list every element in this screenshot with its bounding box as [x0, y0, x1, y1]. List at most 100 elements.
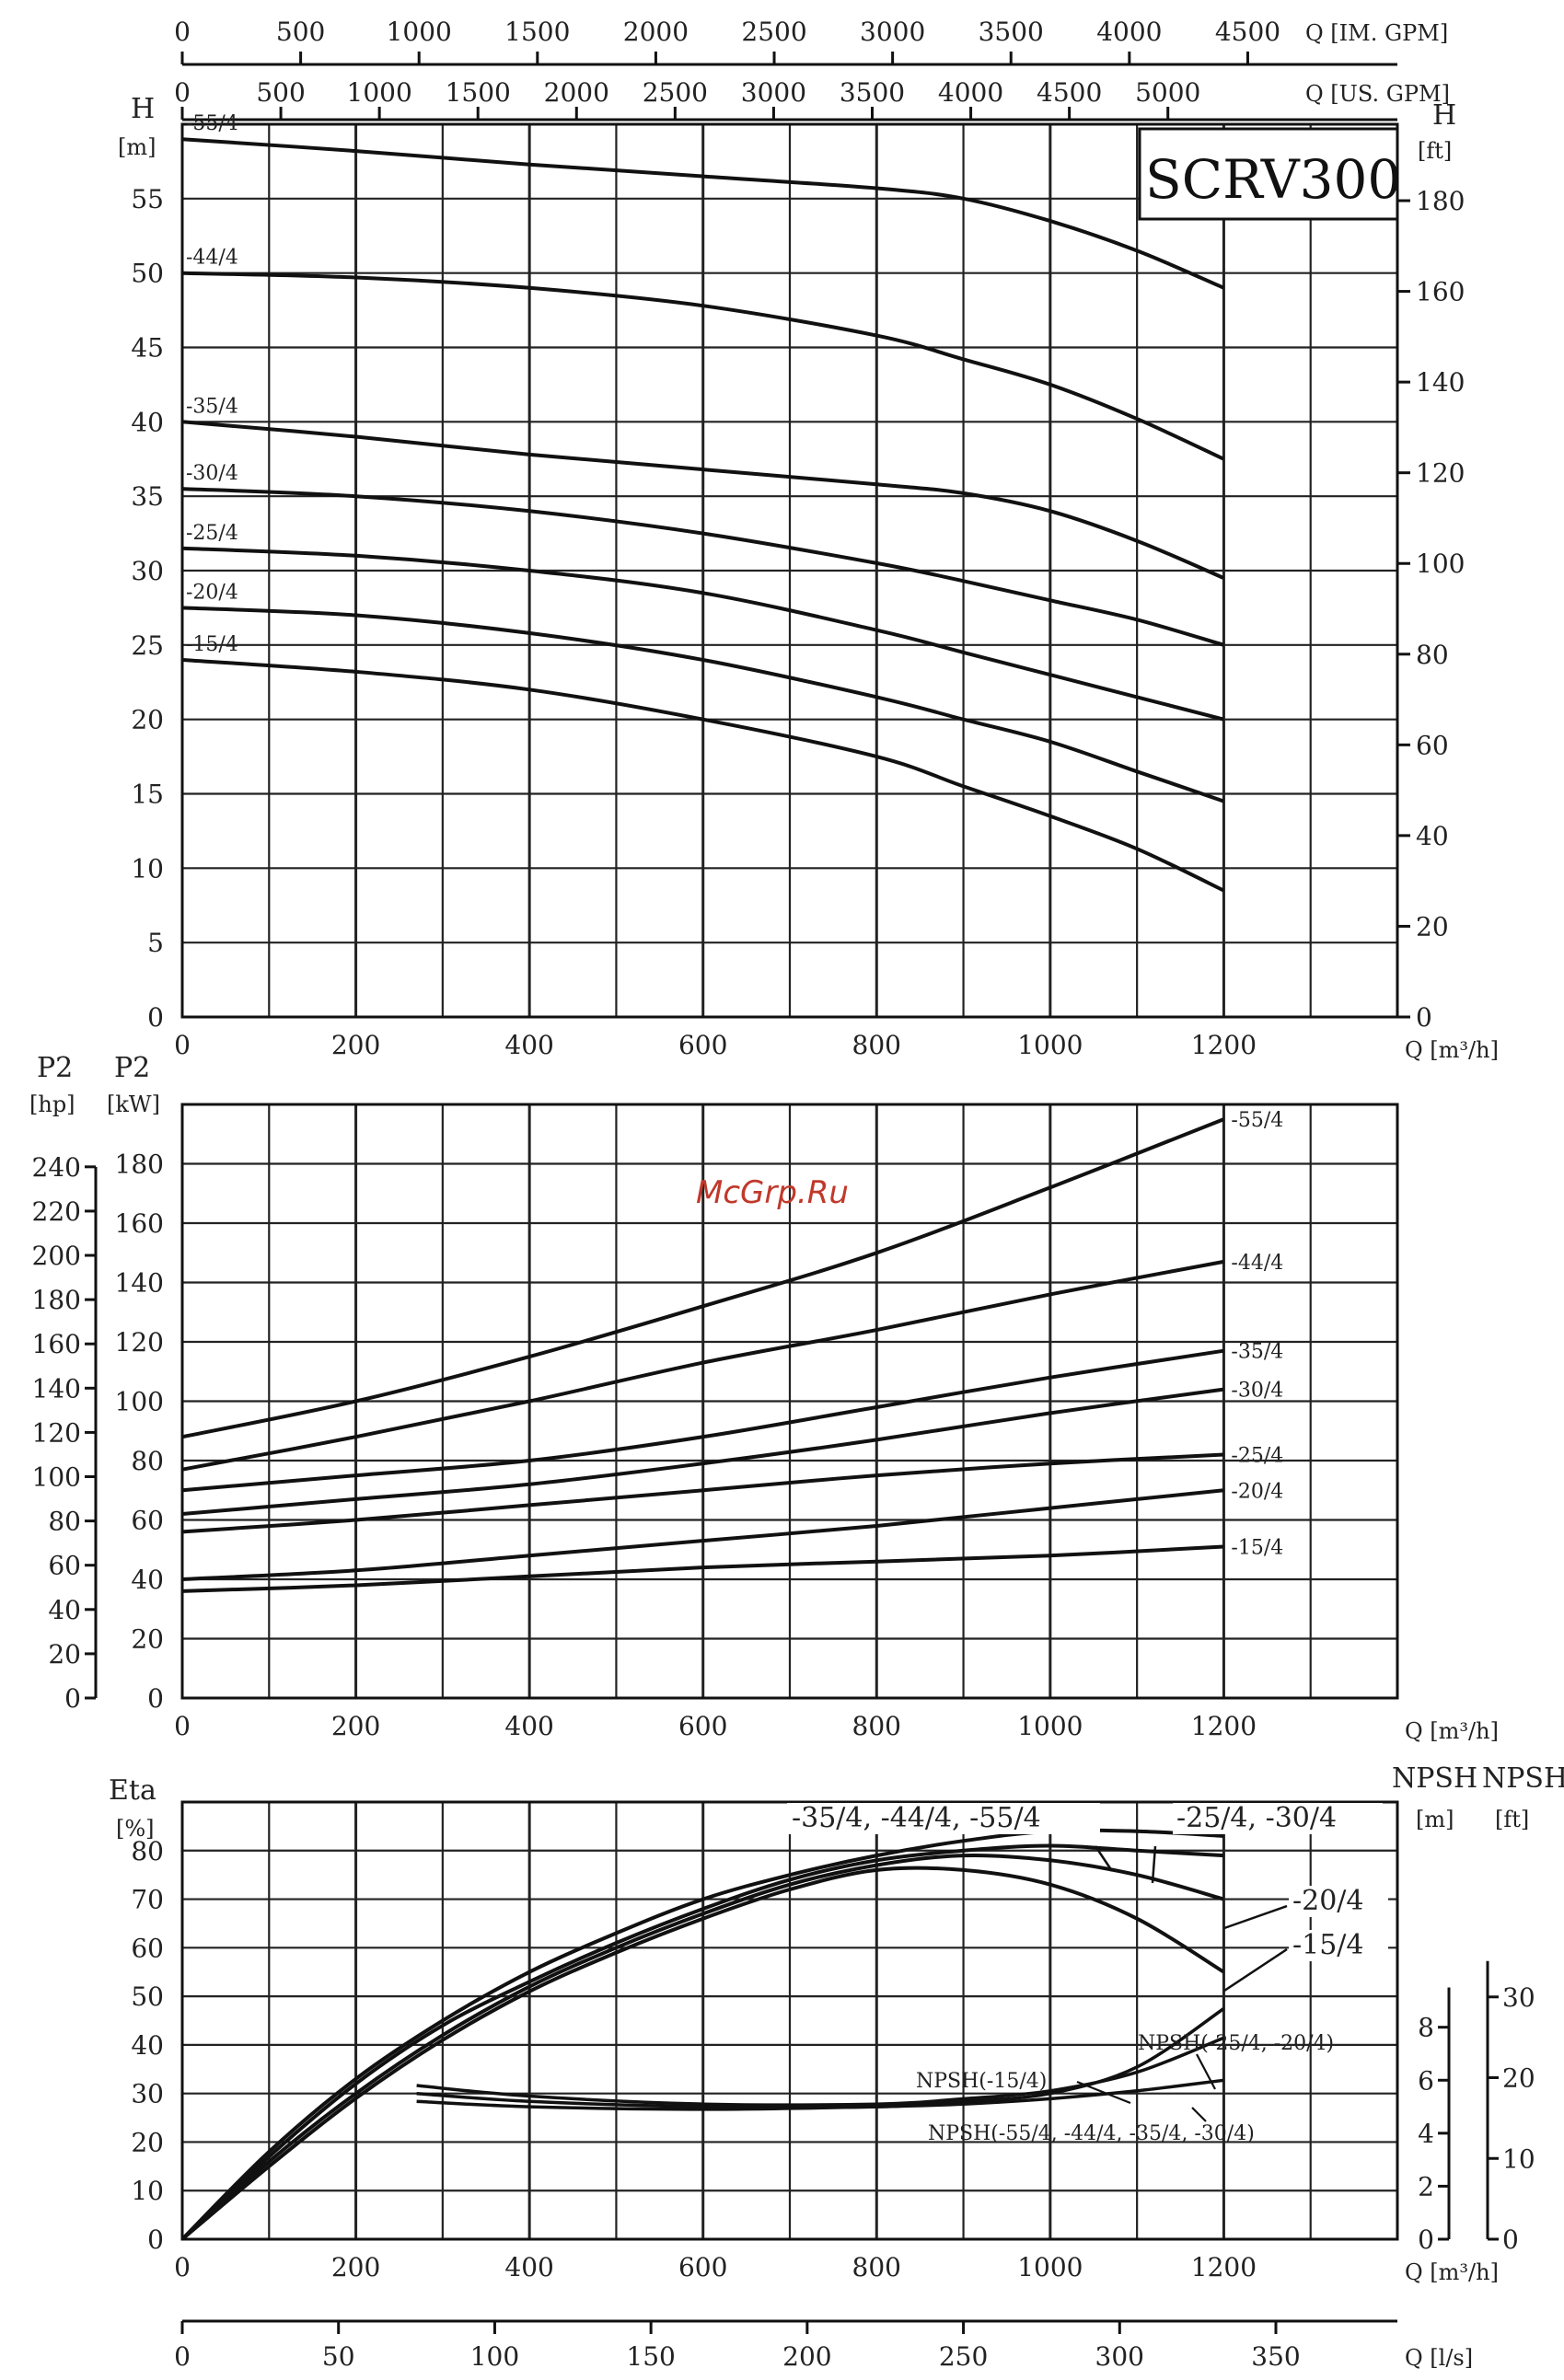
power-y-tick: 100 [115, 1387, 164, 1417]
eta-y-tick: 50 [131, 1981, 164, 2012]
power-curve [181, 1452, 1224, 1534]
us-gpm-tick: 3000 [741, 77, 806, 108]
eta-y-tick: 40 [131, 2030, 164, 2061]
head-curve [181, 487, 1224, 647]
imp-gpm-tick: 2000 [623, 17, 689, 47]
us-gpm-tick: 3500 [840, 77, 905, 108]
power-series-label: -35/4 [1231, 1341, 1283, 1364]
eta-y-tick: 60 [131, 1933, 164, 1963]
power-y-tick: 0 [147, 1683, 164, 1714]
power-curve [181, 1348, 1224, 1493]
eta-title: Eta [109, 1774, 156, 1807]
head-curve [181, 420, 1225, 580]
head-y2-tick: 80 [1416, 640, 1449, 670]
head-y-tick: 15 [131, 780, 164, 810]
eta-x-tick: 0 [174, 2252, 191, 2282]
power-series-label: -15/4 [1231, 1537, 1283, 1560]
head-y-tick: 50 [131, 259, 164, 289]
head-x-tick: 200 [331, 1030, 380, 1060]
model-title: SCRV300 [1145, 148, 1401, 211]
head-y-unit: [m] [118, 134, 156, 160]
npsh-leader [1076, 2080, 1131, 2105]
power-curve [181, 1117, 1225, 1439]
head-curve [181, 606, 1225, 803]
eta-leader [1151, 1845, 1157, 1884]
power-x-tick: 1200 [1191, 1711, 1257, 1741]
us-gpm-tick: 2500 [643, 77, 708, 108]
power-series-label: -30/4 [1231, 1380, 1283, 1403]
eta-label-bg [1173, 1803, 1383, 1834]
head-y-tick: 30 [131, 556, 164, 586]
eta-y-tick: 0 [147, 2224, 164, 2255]
power-x-tick: 400 [504, 1711, 553, 1741]
imp-gpm-tick: 2500 [741, 17, 806, 47]
eta-y-tick: 70 [131, 1885, 164, 1915]
ls-tick: 100 [470, 2341, 519, 2372]
eta-frame [180, 1800, 1399, 2241]
power-frame [180, 1103, 1399, 1700]
imp-gpm-tick: 0 [174, 17, 191, 47]
power-series-label: -25/4 [1231, 1445, 1283, 1468]
power-curve [181, 1259, 1224, 1472]
npsh-curve [416, 2078, 1224, 2111]
npsh-m-tick: 0 [1418, 2224, 1434, 2255]
imp-gpm-tick: 1000 [387, 17, 452, 47]
eta-unit: [%] [116, 1816, 155, 1842]
imp-gpm-title: Q [IM. GPM] [1305, 20, 1448, 46]
head-x-tick: 400 [504, 1030, 553, 1060]
power-hp-tick: 200 [32, 1241, 81, 1271]
npsh-m-title: NPSH [1392, 1762, 1477, 1795]
power-y-tick: 140 [115, 1268, 164, 1299]
npsh-m-tick: 4 [1418, 2119, 1434, 2149]
head-y2-tick: 140 [1416, 367, 1465, 398]
eta-y-tick: 10 [131, 2176, 164, 2206]
eta-y-tick: 80 [131, 1836, 164, 1866]
head-y2-tick: 120 [1416, 458, 1465, 489]
head-x-tick: 1200 [1191, 1030, 1257, 1060]
head-x-tick: 800 [852, 1030, 901, 1060]
us-gpm-tick: 0 [174, 77, 191, 108]
eta-x-title: Q [m³/h] [1405, 2259, 1499, 2285]
power-x-tick: 1000 [1017, 1711, 1083, 1741]
head-y-tick: 55 [131, 184, 164, 214]
eta-curve [180, 1866, 1225, 2241]
head-y-tick: 25 [131, 630, 164, 661]
power-y-tick: 180 [115, 1150, 164, 1180]
head-series-label: -44/4 [186, 247, 238, 270]
npsh-curve [416, 2036, 1225, 2107]
head-y2-tick: 60 [1416, 730, 1449, 760]
power-hp-title: P2 [37, 1052, 73, 1084]
us-gpm-tick: 4000 [938, 77, 1003, 108]
chart-curves [180, 137, 1225, 2241]
npsh-m-tick: 2 [1418, 2171, 1434, 2201]
head-y-tick: 35 [131, 481, 164, 512]
chart-grids [85, 52, 1499, 2334]
power-hp-tick: 180 [32, 1285, 81, 1315]
npsh-leader [1191, 2107, 1207, 2122]
power-series-label: -55/4 [1231, 1109, 1283, 1132]
ls-tick: 50 [322, 2341, 355, 2372]
us-gpm-title: Q [US. GPM] [1305, 81, 1450, 107]
head-y2-unit: [ft] [1418, 138, 1452, 164]
head-y2-tick: 0 [1416, 1002, 1432, 1033]
power-hp-tick: 100 [32, 1462, 81, 1493]
eta-y-tick: 30 [131, 2079, 164, 2109]
head-y-tick: 10 [131, 853, 164, 884]
power-kw-unit: [kW] [107, 1092, 160, 1117]
eta-y-tick: 20 [131, 2127, 164, 2157]
ls-tick: 250 [939, 2341, 988, 2372]
us-gpm-tick: 1000 [347, 77, 412, 108]
us-gpm-tick: 5000 [1135, 77, 1200, 108]
power-hp-tick: 140 [32, 1373, 81, 1404]
power-hp-tick: 40 [48, 1595, 81, 1625]
power-curve [181, 1544, 1224, 1593]
eta-x-tick: 1200 [1191, 2252, 1257, 2282]
ls-tick: 0 [174, 2341, 191, 2372]
eta-series-label: -35/4, -44/4, -55/4 [792, 1802, 1041, 1834]
imp-gpm-tick: 4000 [1096, 17, 1162, 47]
eta-series-label: -15/4 [1292, 1929, 1364, 1961]
power-series-label: -20/4 [1231, 1480, 1283, 1503]
head-y2-title: H [1432, 99, 1456, 132]
imp-gpm-tick: 3000 [860, 17, 925, 47]
